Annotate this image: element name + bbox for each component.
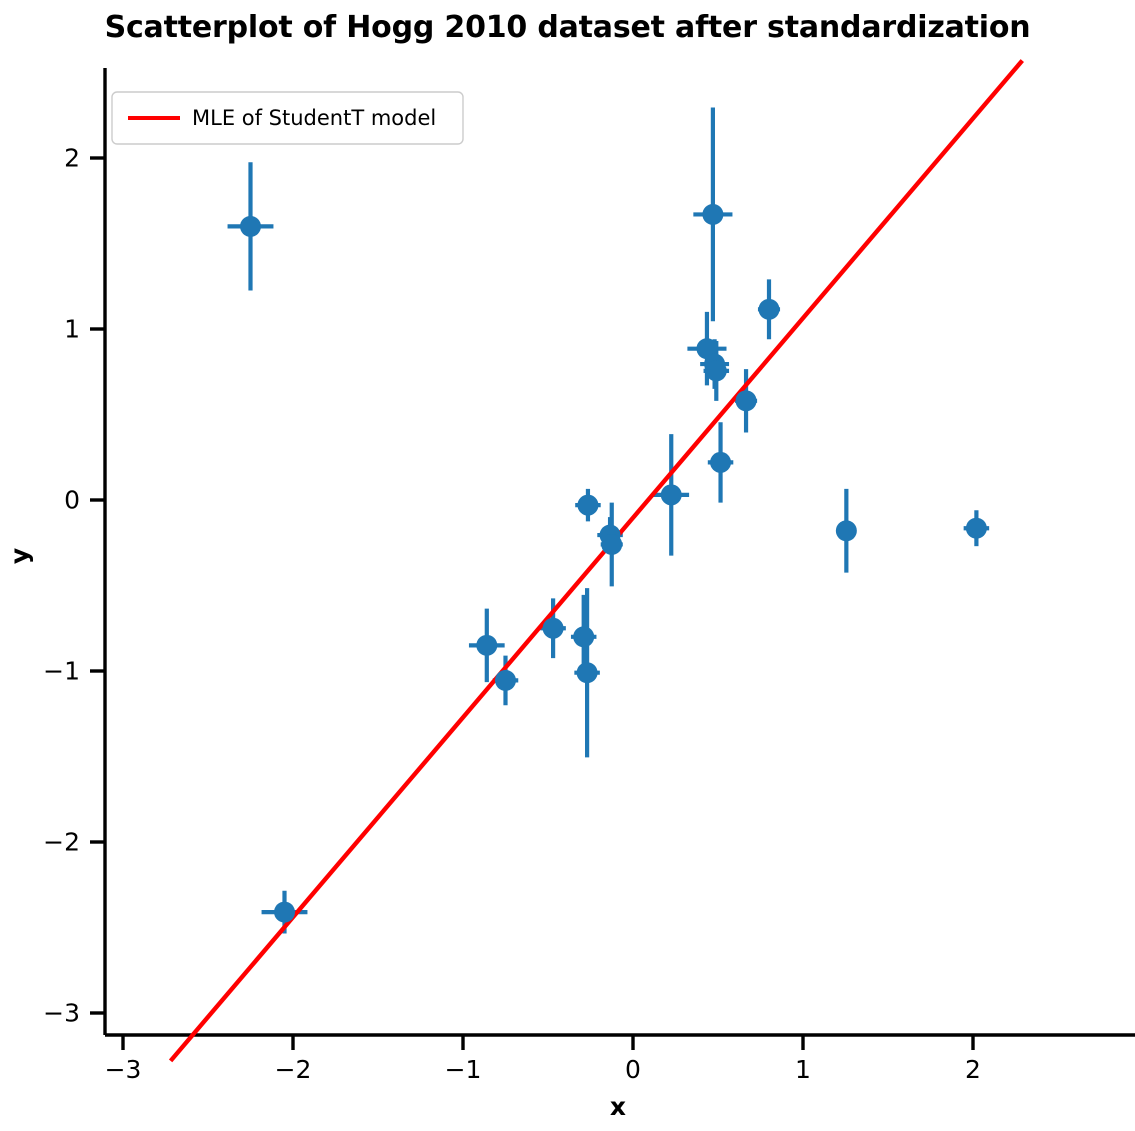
data-point — [240, 215, 261, 237]
legend-box — [111, 91, 464, 145]
data-point — [274, 901, 295, 923]
data-point — [710, 451, 732, 473]
legend-label: MLE of StudentT model — [192, 106, 436, 130]
data-point — [702, 203, 724, 225]
data-point — [705, 360, 727, 382]
data-point — [542, 617, 564, 639]
y-tick-label: −2 — [43, 828, 80, 857]
x-tick-label: 0 — [625, 1055, 641, 1084]
x-axis-label: x — [610, 1092, 626, 1121]
x-tick-label: −3 — [105, 1055, 142, 1084]
marker-layer — [240, 203, 987, 923]
fit-line — [168, 59, 1024, 1063]
x-tick-label: 1 — [795, 1055, 811, 1084]
y-axis-ticks: 2 1 0 −1 −2 −3 — [43, 144, 105, 1028]
y-tick-label: 2 — [64, 144, 80, 173]
data-point — [735, 390, 757, 412]
x-tick-label: −1 — [445, 1055, 482, 1084]
y-tick-label: 0 — [64, 486, 80, 515]
data-point — [758, 298, 780, 320]
legend[interactable]: MLE of StudentT model — [111, 91, 464, 145]
data-point — [660, 484, 682, 506]
x-axis-ticks: −3 −2 −1 0 1 2 — [105, 1035, 981, 1084]
data-point — [601, 533, 623, 555]
y-tick-label: 1 — [64, 315, 80, 344]
y-tick-label: −3 — [43, 999, 80, 1028]
x-tick-label: 2 — [965, 1055, 981, 1084]
fit-line-layer — [168, 59, 1024, 1063]
data-point — [576, 662, 598, 684]
data-point — [835, 520, 857, 542]
x-tick-label: −2 — [275, 1055, 312, 1084]
data-point — [577, 494, 599, 516]
data-point — [495, 669, 516, 691]
page-title: Scatterplot of Hogg 2010 dataset after s… — [104, 10, 1031, 45]
y-tick-label: −1 — [43, 657, 80, 686]
data-point — [965, 517, 987, 539]
y-axis-label: y — [5, 548, 34, 564]
data-point — [476, 634, 498, 656]
data-point — [573, 626, 595, 648]
